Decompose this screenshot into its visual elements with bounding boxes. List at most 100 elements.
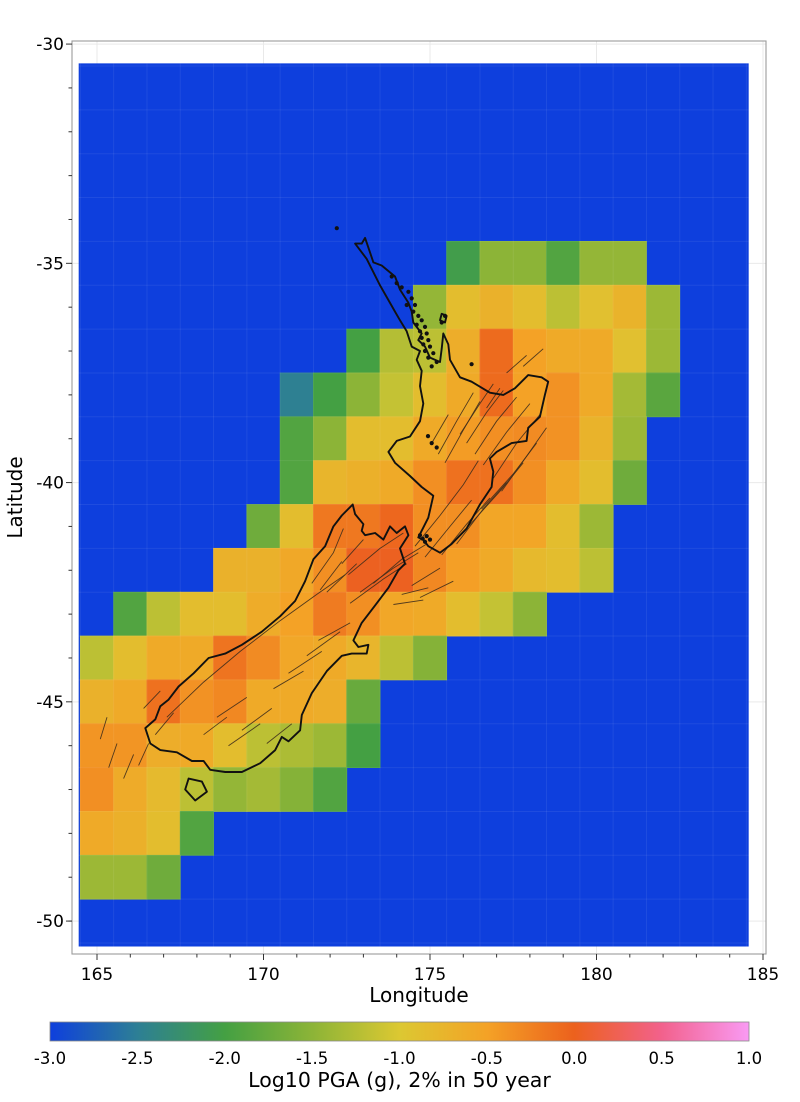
heatmap-cell bbox=[579, 328, 614, 374]
heatmap-cell bbox=[313, 504, 348, 549]
heatmap-cell bbox=[479, 547, 514, 593]
fault-line bbox=[431, 414, 449, 444]
map-dot bbox=[334, 226, 339, 231]
heatmap-cell bbox=[479, 372, 514, 418]
map-dot bbox=[421, 342, 426, 347]
y-tick-label: -45 bbox=[36, 693, 64, 713]
fault-line bbox=[266, 723, 293, 744]
map-dot bbox=[389, 274, 394, 279]
heatmap-cell bbox=[612, 416, 647, 462]
fault-line bbox=[359, 552, 419, 593]
heatmap-cell bbox=[279, 460, 314, 505]
x-tick-label: 175 bbox=[414, 965, 446, 985]
plot-frame bbox=[71, 40, 767, 955]
heatmap-cell bbox=[113, 723, 148, 768]
heatmap-cell bbox=[346, 547, 381, 593]
heatmap-cell bbox=[313, 635, 348, 681]
heatmap-cell bbox=[246, 767, 281, 812]
fault-line bbox=[401, 587, 429, 595]
heatmap-cell bbox=[612, 241, 647, 286]
y-tick-labels: -30 -35 -40 -45 -50 bbox=[36, 35, 64, 932]
heatmap-cell bbox=[446, 284, 481, 330]
map-dot bbox=[469, 362, 474, 367]
heatmap-cell bbox=[313, 723, 348, 768]
heatmap-cell bbox=[346, 723, 381, 768]
map-dot bbox=[412, 302, 418, 308]
heatmap-cell bbox=[346, 591, 381, 637]
fault-line bbox=[99, 717, 108, 740]
fault-line bbox=[414, 460, 479, 547]
heatmap-cell bbox=[479, 328, 514, 374]
heatmap-cell bbox=[346, 372, 381, 418]
map-dot bbox=[422, 348, 428, 354]
heatmap-cell bbox=[213, 723, 248, 768]
heatmap-cell bbox=[113, 635, 148, 681]
heatmap-cell bbox=[79, 811, 115, 856]
heatmap-cell bbox=[279, 547, 314, 593]
colorbar-tick-label: 0.5 bbox=[649, 1049, 675, 1068]
heatmap-cell bbox=[546, 416, 581, 462]
map-dot bbox=[424, 331, 429, 336]
map-dot bbox=[422, 324, 428, 329]
heatmap-cell bbox=[612, 284, 647, 330]
heatmap-cell bbox=[279, 723, 314, 768]
heatmap-cell bbox=[612, 460, 647, 505]
heatmap-cell bbox=[213, 635, 248, 681]
map-dot bbox=[424, 534, 429, 539]
heatmap-cell bbox=[412, 635, 448, 681]
y-tick-label: -35 bbox=[36, 254, 64, 274]
heatmap-cell bbox=[246, 591, 281, 637]
fault-line bbox=[273, 670, 304, 690]
heatmap-cell bbox=[412, 547, 448, 593]
heatmap-cell bbox=[546, 284, 581, 330]
heatmap-cell bbox=[79, 767, 115, 812]
heatmap-cell bbox=[579, 504, 614, 549]
fault-line bbox=[203, 716, 228, 736]
colorbar-tick-label: 0.0 bbox=[561, 1049, 587, 1068]
heatmap-cell bbox=[379, 635, 414, 681]
heatmap-cell bbox=[546, 372, 581, 418]
heatmap-cell bbox=[146, 767, 181, 812]
heatmap-cell bbox=[146, 591, 181, 637]
heatmap-cell bbox=[612, 328, 647, 374]
heatmap-cell bbox=[479, 504, 514, 549]
fault-line bbox=[216, 697, 248, 718]
x-tick-label: 165 bbox=[81, 965, 113, 985]
colorbar-tick-label: -2.5 bbox=[121, 1049, 153, 1068]
heatmap-cell bbox=[346, 460, 381, 505]
map-dot bbox=[419, 335, 424, 340]
heatmap-cell bbox=[146, 811, 181, 856]
heatmap-cell bbox=[179, 591, 214, 637]
heatmap-cell bbox=[479, 284, 514, 330]
heatmap-cell bbox=[313, 679, 348, 725]
map-dot bbox=[420, 536, 425, 541]
heatmap-cell bbox=[379, 372, 414, 418]
fault-line bbox=[341, 539, 364, 565]
heatmap-cell bbox=[446, 241, 481, 286]
map-dot bbox=[429, 441, 434, 446]
heatmap-cell bbox=[113, 767, 148, 812]
heatmap-cell bbox=[512, 416, 547, 462]
fault-line bbox=[506, 355, 527, 374]
fault-line bbox=[318, 622, 351, 641]
map-dot bbox=[414, 322, 419, 327]
fault-line bbox=[306, 631, 341, 657]
fault-line bbox=[486, 388, 501, 409]
x-tick-labels: 165 170 175 180 185 bbox=[81, 965, 779, 985]
map-dot bbox=[406, 289, 411, 294]
map-dot bbox=[426, 355, 431, 360]
y-tick-label: -50 bbox=[36, 912, 64, 932]
heatmap-cell bbox=[146, 635, 181, 681]
heatmap-cell bbox=[546, 241, 581, 286]
heatmap-cell bbox=[512, 241, 547, 286]
fault-line bbox=[166, 574, 346, 718]
heatmap-cell bbox=[113, 679, 148, 725]
map-dot bbox=[394, 281, 399, 286]
fault-line bbox=[466, 390, 504, 444]
fault-line bbox=[288, 651, 323, 674]
heatmap-cell bbox=[579, 284, 614, 330]
fault-line bbox=[228, 723, 261, 747]
map-dot bbox=[417, 329, 423, 334]
